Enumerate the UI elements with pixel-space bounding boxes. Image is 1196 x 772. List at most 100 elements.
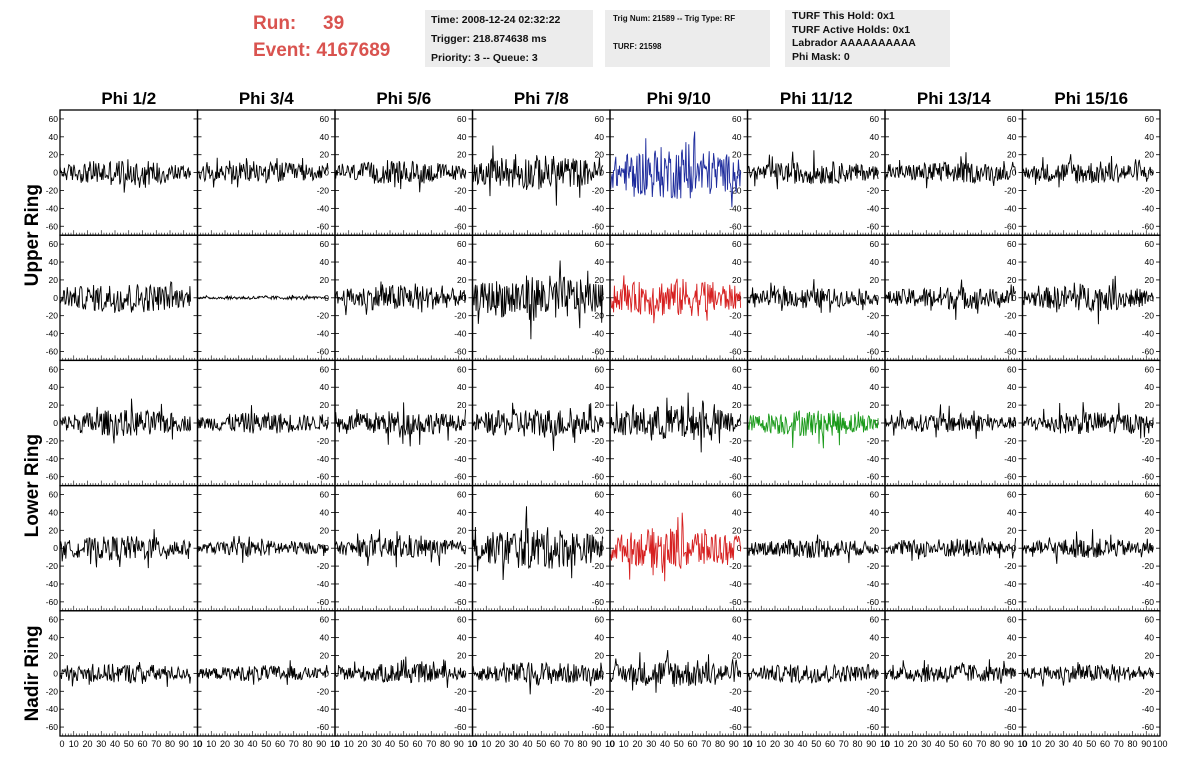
y-tick-label: 0 <box>462 668 467 678</box>
phi-mask-text: Phi Mask: 0 <box>792 50 850 63</box>
y-tick-label: 0 <box>53 293 58 303</box>
y-tick-label: 0 <box>1149 418 1154 428</box>
waveform-trace <box>884 537 1017 561</box>
y-tick-label: 60 <box>1145 364 1155 374</box>
y-tick-label: 40 <box>457 257 467 267</box>
y-tick-label: 40 <box>49 633 59 643</box>
y-tick-label: 40 <box>595 633 605 643</box>
y-tick-label: 60 <box>457 239 467 249</box>
y-tick-label: -40 <box>592 704 605 714</box>
y-tick-label: 0 <box>874 293 879 303</box>
y-tick-label: 60 <box>320 114 330 124</box>
y-tick-label: 60 <box>1007 239 1017 249</box>
y-tick-label: 60 <box>732 239 742 249</box>
y-tick-label: 40 <box>1145 507 1155 517</box>
y-tick-label: -20 <box>317 311 330 321</box>
y-tick-label: 20 <box>870 525 880 535</box>
y-tick-label: 0 <box>324 543 329 553</box>
y-tick-label: -60 <box>867 346 880 356</box>
y-tick-label: 60 <box>870 239 880 249</box>
y-tick-label: -40 <box>454 704 467 714</box>
y-tick-label: 40 <box>1007 633 1017 643</box>
x-tick-label: 40 <box>1072 739 1082 749</box>
y-tick-label: -20 <box>1142 561 1155 571</box>
x-tick-label: 0 <box>59 739 64 749</box>
column-header: Phi 1/2 <box>101 89 156 108</box>
column-header: Phi 5/6 <box>376 89 431 108</box>
y-tick-label: 20 <box>1007 150 1017 160</box>
y-tick-label: 40 <box>49 382 59 392</box>
y-tick-label: -60 <box>317 722 330 732</box>
y-tick-label: 60 <box>595 239 605 249</box>
x-tick-label: 80 <box>302 739 312 749</box>
x-tick-label: 20 <box>1045 739 1055 749</box>
y-tick-label: -40 <box>592 579 605 589</box>
run-line: Run: 39 <box>253 10 390 37</box>
y-tick-label: -60 <box>1142 722 1155 732</box>
y-tick-label: -40 <box>317 203 330 213</box>
y-tick-label: 0 <box>737 543 742 553</box>
y-tick-label: -20 <box>454 436 467 446</box>
y-tick-label: -20 <box>1142 436 1155 446</box>
y-tick-label: 40 <box>1007 382 1017 392</box>
y-tick-label: -40 <box>317 329 330 339</box>
y-tick-label: 20 <box>870 275 880 285</box>
y-tick-label: 20 <box>49 150 59 160</box>
y-tick-label: -40 <box>46 704 59 714</box>
y-tick-label: 0 <box>1149 293 1154 303</box>
x-tick-label: 10 <box>206 739 216 749</box>
y-tick-label: -60 <box>1004 597 1017 607</box>
y-tick-label: 40 <box>1145 257 1155 267</box>
y-tick-label: 20 <box>1145 400 1155 410</box>
x-tick-label: 10 <box>756 739 766 749</box>
turf-this-hold-text: TURF This Hold: 0x1 <box>792 10 895 22</box>
x-tick-label: 10 <box>467 739 477 749</box>
y-tick-label: 40 <box>49 132 59 142</box>
y-tick-label: -20 <box>592 436 605 446</box>
ring-label: Lower Ring <box>22 434 43 537</box>
y-tick-label: 40 <box>1145 132 1155 142</box>
y-tick-label: -60 <box>1004 472 1017 482</box>
y-tick-label: 20 <box>320 651 330 661</box>
y-tick-label: 0 <box>462 543 467 553</box>
y-tick-label: -60 <box>592 472 605 482</box>
y-tick-label: 60 <box>49 490 59 500</box>
x-tick-label: 50 <box>536 739 546 749</box>
x-tick-label: 40 <box>110 739 120 749</box>
waveform-trace <box>197 293 329 301</box>
x-tick-label: 90 <box>866 739 876 749</box>
x-tick-label: 30 <box>96 739 106 749</box>
x-tick-label: 10 <box>880 739 890 749</box>
y-tick-label: 40 <box>870 132 880 142</box>
x-tick-label: 20 <box>907 739 917 749</box>
x-tick-label: 80 <box>715 739 725 749</box>
x-tick-label: 10 <box>605 739 615 749</box>
y-tick-label: -40 <box>46 329 59 339</box>
x-tick-label: 60 <box>687 739 697 749</box>
y-tick-label: 20 <box>1007 275 1017 285</box>
x-tick-label: 80 <box>577 739 587 749</box>
y-tick-label: 40 <box>1145 382 1155 392</box>
y-tick-label: -60 <box>46 472 59 482</box>
y-tick-label: -20 <box>729 185 742 195</box>
x-tick-label: 60 <box>825 739 835 749</box>
y-tick-label: -40 <box>729 203 742 213</box>
run-value: 39 <box>323 13 345 34</box>
event-line: Event: 4167689 <box>253 37 390 64</box>
priority-text: Priority: 3 -- Queue: 3 <box>431 52 538 64</box>
y-tick-label: -40 <box>454 454 467 464</box>
y-tick-label: -60 <box>592 597 605 607</box>
y-tick-label: 40 <box>457 382 467 392</box>
y-tick-label: 40 <box>320 633 330 643</box>
waveform-trace <box>472 506 604 581</box>
